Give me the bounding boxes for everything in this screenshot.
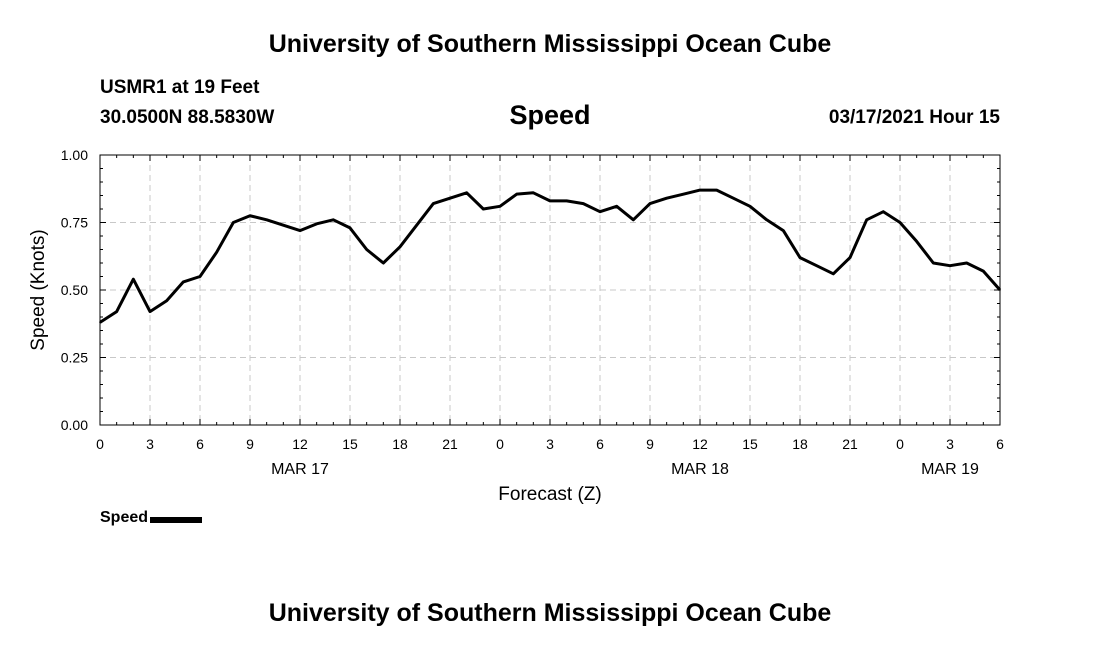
coordinates-label: 30.0500N 88.5830W	[100, 107, 275, 128]
data-point	[299, 229, 301, 232]
x-tick-label: 12	[692, 436, 708, 452]
data-point	[865, 219, 868, 221]
y-tick-label: 0.25	[61, 350, 88, 366]
data-point	[499, 205, 501, 208]
x-tick-label: 6	[196, 436, 204, 452]
x-tick-label: 0	[896, 436, 904, 452]
date-label: MAR 18	[671, 461, 729, 478]
date-label: MAR 19	[921, 461, 979, 478]
data-point	[949, 264, 951, 267]
data-point	[915, 240, 918, 243]
y-tick-label: 0.50	[61, 282, 88, 298]
x-tick-label: 3	[946, 436, 954, 452]
data-point	[665, 197, 668, 199]
data-point	[132, 278, 135, 281]
data-point	[832, 273, 835, 275]
data-point	[699, 189, 701, 191]
data-point	[115, 310, 118, 313]
data-point	[465, 192, 468, 194]
date-label: MAR 17	[271, 461, 329, 478]
data-point	[332, 219, 335, 221]
data-point	[649, 202, 651, 205]
y-tick-label: 1.00	[61, 147, 88, 163]
data-point	[715, 189, 718, 191]
data-point	[899, 221, 901, 224]
data-point	[849, 256, 851, 259]
data-point	[99, 321, 101, 324]
data-point	[215, 251, 218, 253]
x-tick-label: 0	[496, 436, 504, 452]
x-axis-label: Forecast (Z)	[498, 484, 601, 505]
data-point	[282, 224, 285, 226]
x-tick-label: 12	[292, 436, 308, 452]
data-point	[249, 214, 251, 217]
y-tick-label: 0.00	[61, 417, 88, 433]
forecast-datetime: 03/17/2021 Hour 15	[828, 107, 1000, 128]
x-tick-label: 9	[646, 436, 654, 452]
x-tick-label: 15	[742, 436, 758, 452]
data-point	[232, 221, 235, 224]
data-point	[932, 262, 935, 264]
x-tick-label: 21	[442, 436, 458, 452]
data-point	[999, 289, 1001, 291]
data-point	[415, 224, 418, 226]
data-point	[782, 229, 785, 232]
data-point	[682, 193, 685, 195]
legend-swatch	[150, 516, 203, 523]
data-point	[582, 202, 585, 205]
data-point	[982, 270, 985, 272]
data-point	[732, 197, 735, 199]
x-tick-label: 18	[792, 436, 808, 452]
x-tick-label: 3	[546, 436, 554, 452]
data-point	[182, 281, 185, 283]
data-point	[799, 256, 801, 259]
data-point	[365, 248, 368, 251]
x-tick-label: 9	[246, 436, 254, 452]
data-point	[432, 202, 435, 205]
data-point	[615, 205, 618, 208]
data-point	[399, 246, 401, 248]
data-point	[882, 210, 885, 213]
data-point	[349, 227, 351, 229]
x-tick-label: 18	[392, 436, 408, 452]
data-point	[265, 219, 268, 221]
x-tick-label: 3	[146, 436, 154, 452]
data-point	[149, 310, 151, 313]
data-point	[599, 210, 601, 213]
data-point	[965, 262, 968, 264]
data-point	[565, 200, 568, 202]
data-point	[199, 275, 201, 278]
x-tick-label: 0	[96, 436, 104, 452]
station-label: USMR1 at 19 Feet	[100, 77, 260, 98]
data-point	[765, 219, 768, 221]
page-title: University of Southern Mississippi Ocean…	[268, 30, 832, 58]
data-point	[165, 300, 168, 302]
data-point	[449, 197, 451, 199]
x-tick-label: 6	[596, 436, 604, 452]
data-point	[515, 193, 518, 195]
data-point	[749, 205, 751, 208]
data-point	[815, 264, 818, 267]
data-point	[532, 192, 535, 194]
legend-label: Speed	[100, 509, 149, 526]
x-tick-label: 6	[996, 436, 1004, 452]
x-tick-label: 15	[342, 436, 358, 452]
chart-title: Speed	[509, 100, 591, 130]
data-point	[482, 208, 485, 210]
y-axis-label: Speed (Knots)	[28, 229, 49, 350]
y-tick-label: 0.75	[61, 215, 88, 231]
data-point	[549, 200, 551, 202]
data-point	[382, 262, 385, 264]
x-tick-label: 21	[842, 436, 858, 452]
legend: Speed	[100, 509, 203, 527]
data-point	[632, 219, 635, 221]
footer-title: University of Southern Mississippi Ocean…	[268, 599, 832, 627]
data-point	[315, 223, 318, 225]
